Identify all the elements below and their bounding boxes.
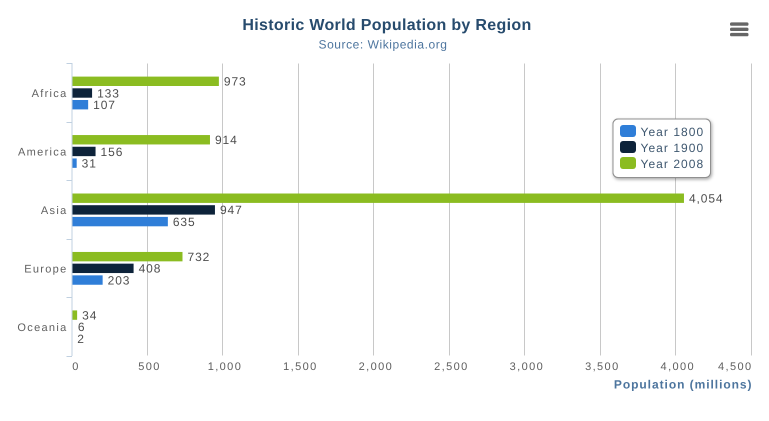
svg-text:Year 2008: Year 2008 xyxy=(641,157,705,171)
svg-text:America: America xyxy=(18,146,67,158)
svg-text:973: 973 xyxy=(224,75,247,89)
svg-text:6: 6 xyxy=(78,320,86,334)
svg-text:732: 732 xyxy=(188,250,211,264)
svg-text:3,500: 3,500 xyxy=(585,361,620,373)
svg-text:914: 914 xyxy=(215,133,238,147)
svg-text:Historic World Population by R: Historic World Population by Region xyxy=(242,17,531,34)
svg-text:4,000: 4,000 xyxy=(661,361,696,373)
svg-text:500: 500 xyxy=(138,361,161,373)
svg-text:635: 635 xyxy=(173,215,196,229)
svg-text:156: 156 xyxy=(101,145,124,159)
svg-text:133: 133 xyxy=(97,86,120,100)
svg-text:408: 408 xyxy=(139,262,162,276)
svg-text:4,054: 4,054 xyxy=(689,192,724,206)
svg-text:2: 2 xyxy=(77,332,85,346)
svg-text:0: 0 xyxy=(72,361,80,373)
svg-text:Source: Wikipedia.org: Source: Wikipedia.org xyxy=(319,38,448,52)
svg-text:Year 1800: Year 1800 xyxy=(641,125,705,139)
svg-text:1,500: 1,500 xyxy=(283,361,318,373)
svg-text:Europe: Europe xyxy=(24,263,67,275)
svg-text:2,000: 2,000 xyxy=(359,361,394,373)
svg-text:31: 31 xyxy=(82,156,97,170)
svg-text:1,000: 1,000 xyxy=(208,361,243,373)
svg-text:Year 1900: Year 1900 xyxy=(641,141,705,155)
svg-text:34: 34 xyxy=(82,308,97,322)
svg-text:Oceania: Oceania xyxy=(17,322,67,334)
svg-text:947: 947 xyxy=(220,203,243,217)
svg-text:203: 203 xyxy=(108,273,131,287)
svg-text:Asia: Asia xyxy=(41,205,68,217)
svg-text:2,500: 2,500 xyxy=(434,361,469,373)
svg-text:Population (millions): Population (millions) xyxy=(614,378,753,392)
svg-text:Africa: Africa xyxy=(32,88,68,100)
svg-text:107: 107 xyxy=(93,98,116,112)
svg-text:3,000: 3,000 xyxy=(510,361,545,373)
svg-text:4,500: 4,500 xyxy=(718,361,753,373)
